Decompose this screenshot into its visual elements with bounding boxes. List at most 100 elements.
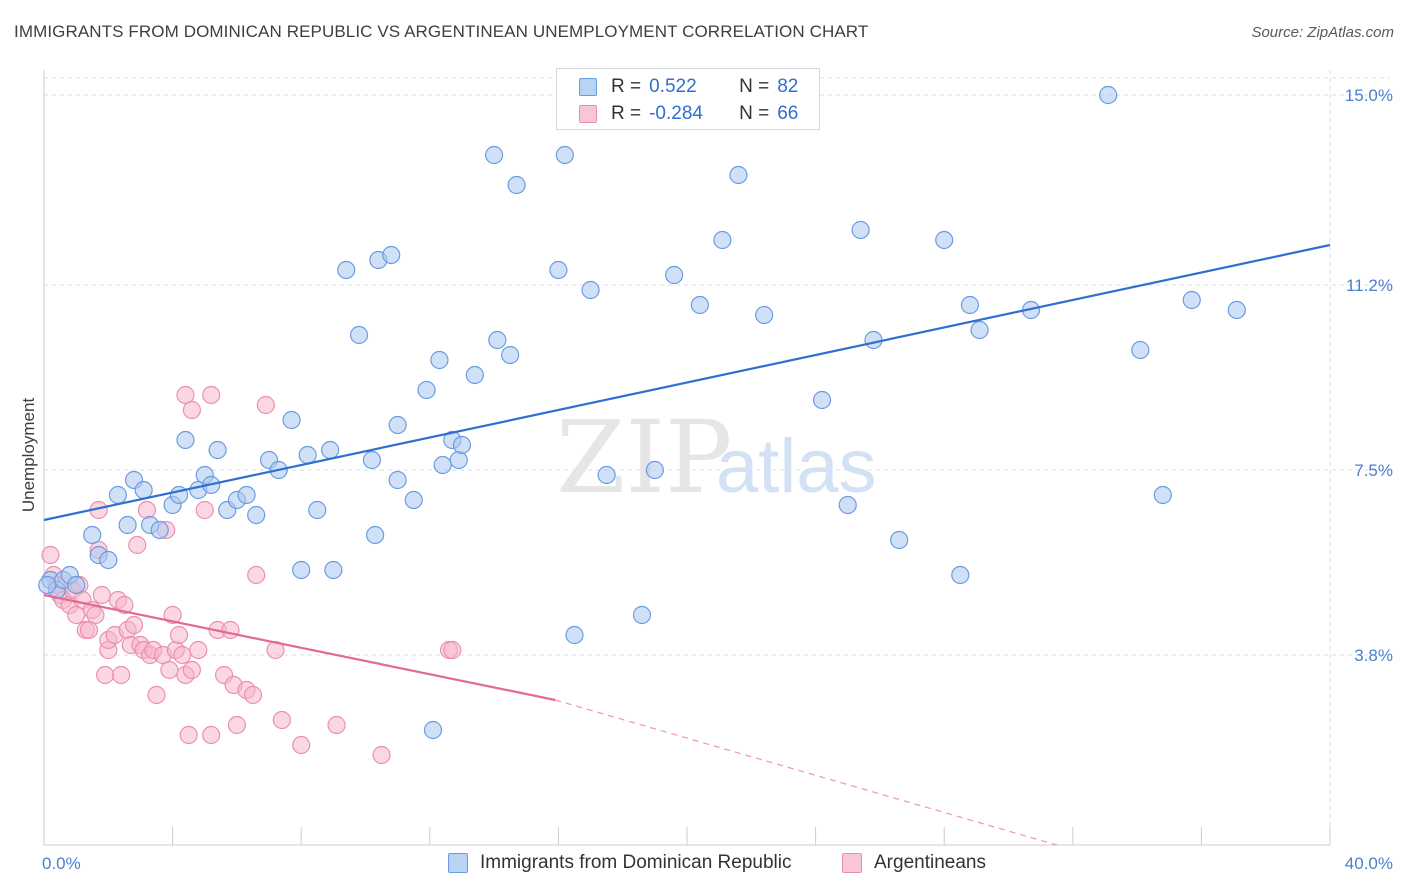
dominican-point [485, 145, 504, 165]
dominican-point [324, 560, 343, 580]
legend-item-dominican: Immigrants from Dominican Republic [448, 852, 792, 874]
argentineans-point [272, 710, 292, 730]
argentineans-point [169, 625, 189, 645]
argentineans-trend-line [43, 593, 556, 702]
y-axis-title: Unemployment [19, 398, 38, 513]
argentineans-point [292, 735, 311, 755]
dominican-trend-line [43, 243, 1331, 522]
y-tick-label: 15.0% [1345, 86, 1393, 105]
argentineans-point [221, 620, 240, 640]
argentineans-point [163, 605, 182, 625]
dominican-point [430, 350, 449, 370]
dominican-point [308, 500, 327, 520]
dominican-point [292, 560, 311, 580]
dominican-point [665, 265, 684, 285]
dominican-point [247, 505, 266, 525]
dominican-point [134, 480, 153, 500]
argentineans-point [202, 725, 221, 745]
dominican-point [951, 565, 970, 585]
dominican-point [298, 445, 317, 465]
dominican-point [108, 485, 128, 505]
dominican-point [890, 530, 909, 550]
dominican-point [83, 525, 102, 545]
legend-r-label: R = [611, 103, 642, 124]
dominican-point [1182, 290, 1201, 310]
argentineans-point [124, 615, 144, 635]
dominican-point [549, 260, 568, 280]
dominican-point [565, 625, 584, 645]
dominican-point [935, 230, 954, 250]
argentineans-point [182, 400, 201, 420]
dominican-point [1227, 300, 1246, 320]
dominican-point [67, 575, 86, 595]
argentineans-point [147, 685, 166, 705]
watermark: ZIP atlas [556, 399, 877, 516]
legend-swatch-blue [448, 853, 468, 873]
argentineans-point [189, 640, 208, 660]
argentineans-point [202, 385, 221, 405]
dominican-point [1099, 85, 1118, 105]
argentineans-point [95, 665, 115, 685]
dominican-point [118, 515, 137, 535]
dominican-point [449, 450, 468, 470]
legend-n-label: N = [739, 76, 770, 97]
argentineans-point [79, 620, 99, 640]
argentineans-point [182, 660, 201, 680]
y-tick-label: 7.5% [1354, 461, 1393, 480]
argentineans-point [247, 565, 266, 585]
dominican-point [555, 145, 574, 165]
argentineans-point [173, 645, 192, 665]
dominican-point [423, 720, 443, 740]
legend-r-value: 0.522 [649, 76, 697, 97]
dominican-point [729, 165, 748, 185]
dominican-point [632, 605, 652, 625]
argentineans-point [256, 395, 275, 415]
dominican-point [1153, 485, 1172, 505]
argentineans-points [41, 385, 462, 765]
dominican-point [208, 440, 227, 460]
axes [43, 70, 1331, 846]
legend-n-value: 82 [777, 76, 799, 97]
dominican-point [237, 485, 256, 505]
dominican-point [597, 465, 616, 485]
dominican-point [851, 220, 870, 240]
argentineans-point [128, 535, 147, 555]
dominican-points [38, 85, 1246, 740]
argentineans-point [327, 715, 346, 735]
argentineans-point [115, 595, 134, 615]
dominican-point [382, 245, 401, 265]
dominican-point [321, 440, 340, 460]
dominican-point [838, 495, 857, 515]
trend-lines [43, 243, 1331, 846]
x-tick-label: 0.0% [42, 854, 81, 873]
legend-r-label: R = [611, 76, 642, 97]
dominican-point [433, 455, 452, 475]
argentineans-point [160, 660, 179, 680]
legend-r-value: -0.284 [649, 103, 703, 124]
legend-label-argentineans: Argentineans [874, 852, 986, 873]
dominican-point [960, 295, 980, 315]
argentineans-point [41, 545, 60, 565]
dominican-point [713, 230, 732, 250]
dominican-point [176, 430, 195, 450]
dominican-point [812, 390, 832, 410]
dominican-point [1131, 340, 1150, 360]
dominican-point [337, 260, 356, 280]
dominican-point [581, 280, 600, 300]
dominican-point [388, 415, 407, 435]
dominican-point [501, 345, 520, 365]
dominican-point [970, 320, 989, 340]
dominican-point [465, 365, 484, 385]
x-tick-label: 40.0% [1345, 854, 1393, 873]
legend-row-pink: R = -0.284 N = 66 [579, 101, 798, 127]
dominican-point [366, 525, 385, 545]
argentineans-point [227, 715, 246, 735]
dominican-point [282, 410, 301, 430]
dominican-point [507, 175, 526, 195]
dominican-point [349, 325, 369, 345]
dominican-point [417, 380, 436, 400]
dominican-point [150, 520, 169, 540]
argentineans-point [137, 500, 156, 520]
tick-labels: 3.8% 7.5% 11.2% 15.0% 0.0% 40.0% [42, 86, 1393, 873]
y-tick-label: 3.8% [1354, 646, 1393, 665]
